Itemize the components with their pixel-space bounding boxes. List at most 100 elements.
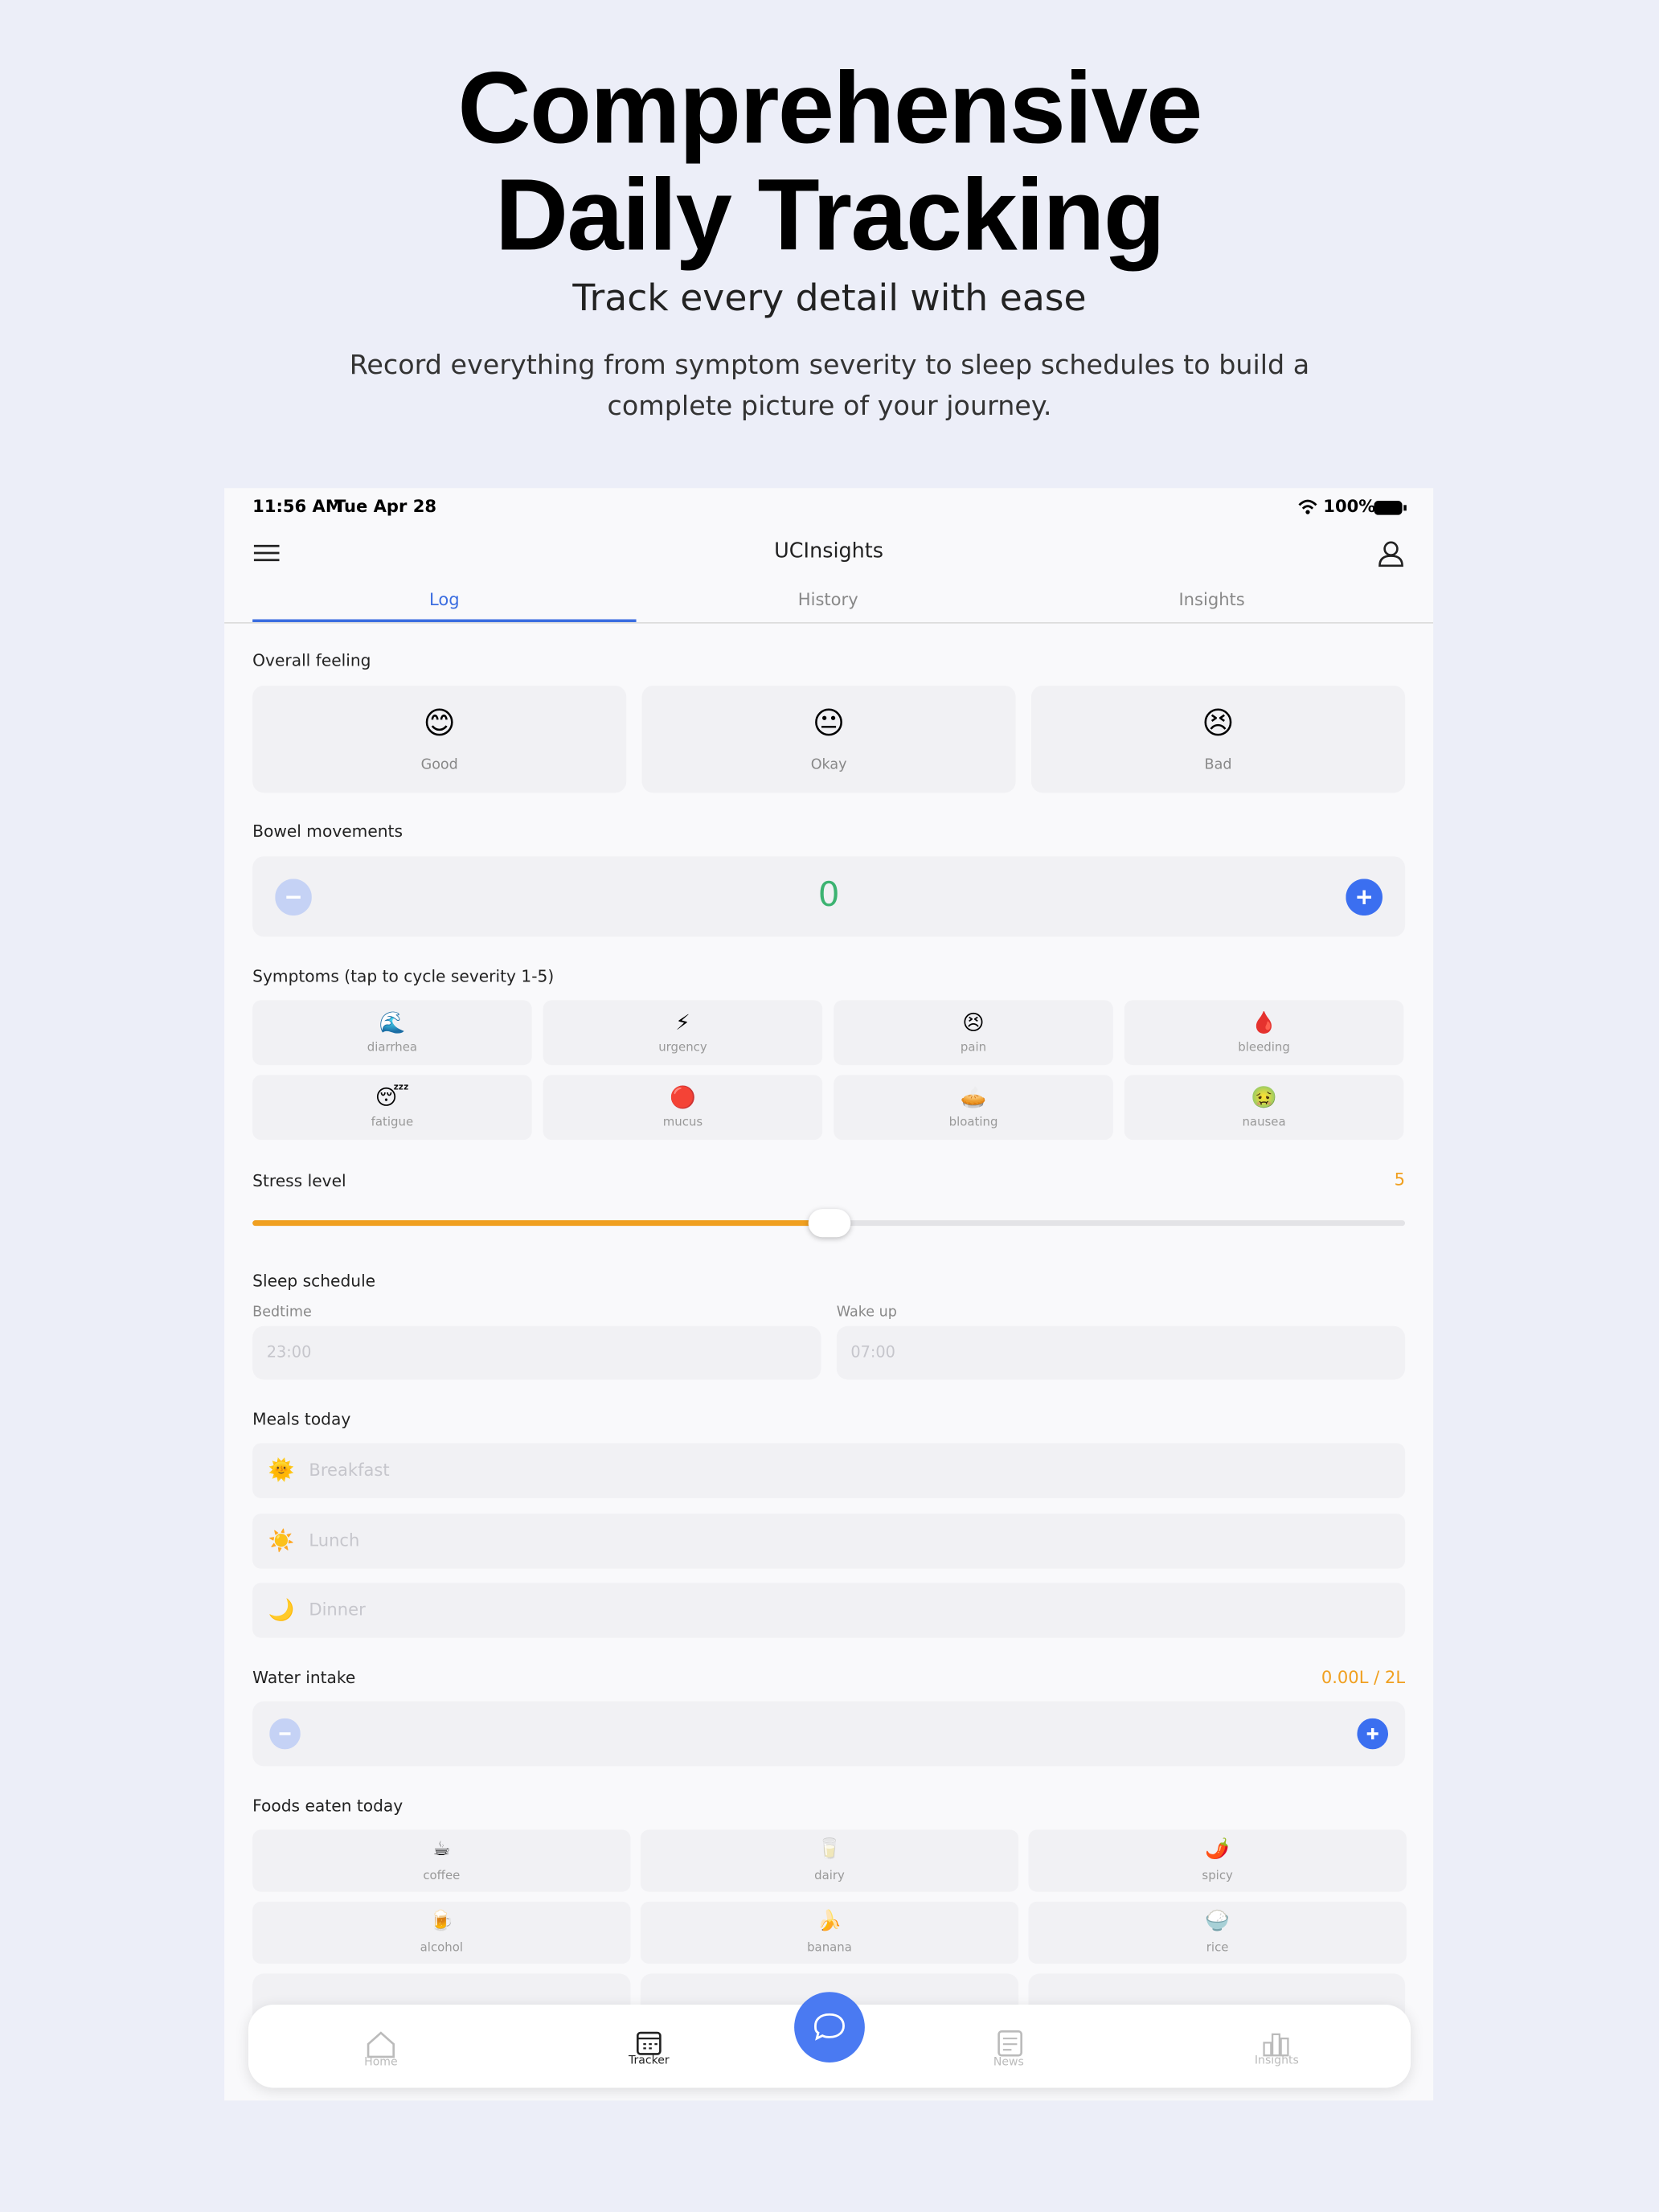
meal-placeholder: Dinner [309,1600,366,1620]
tab-history[interactable]: History [797,589,858,610]
status-icons [1298,499,1407,515]
bowel-count: 0 [817,875,840,915]
chat-button[interactable] [793,1990,866,2063]
water-value: 0.00L / 2L [1321,1667,1406,1688]
food-card[interactable] [1028,1829,1407,1892]
app-title: UCInsights [774,540,884,563]
placeholder: 07:00 [850,1342,895,1362]
feeling-label: Bad [1204,757,1232,773]
symptom-card[interactable] [543,1000,823,1066]
tab-home[interactable]: Home [364,2055,398,2068]
food-card[interactable] [640,1901,1019,1964]
water-increment[interactable] [1357,1718,1389,1750]
feeling-card[interactable] [252,685,627,793]
counter-card [252,856,1406,937]
food-card[interactable] [252,1901,631,1964]
feeling-card[interactable] [641,685,1016,793]
meal-icon: ☀️ [268,1526,295,1553]
symptom-label: diarrhea [367,1041,418,1055]
tab-insights[interactable]: Insights [1178,589,1245,610]
food-label: coffee [423,1869,461,1884]
tab-log[interactable]: Log [429,589,460,610]
field-label: Wake up [836,1305,897,1321]
symptom-icon: 🥧 [960,1084,987,1111]
field-label: Bedtime [252,1305,312,1321]
profile-button[interactable] [1375,539,1407,570]
feeling-card[interactable] [1030,685,1406,793]
slider-thumb[interactable] [808,1209,851,1238]
meal-icon: 🌞 [268,1457,295,1483]
symptom-card[interactable] [252,1075,532,1141]
battery: 100% [1323,496,1376,517]
water-card [252,1701,1406,1767]
headline: Daily Tracking [494,159,1165,272]
slider-fill [252,1220,830,1227]
symptom-label: mucus [662,1116,703,1130]
symptom-label: bloating [948,1116,998,1130]
symptom-icon: ⚡ [675,1010,690,1036]
feeling-icon: 😐 [812,707,846,743]
feeling-label: Okay [810,757,847,773]
section-label: Bowel movements [252,821,403,842]
subtitle: Track every detail with ease [572,277,1087,321]
status-date: Tue Apr 28 [334,496,437,517]
increment-button[interactable] [1346,879,1382,916]
meal-input[interactable] [252,1583,1406,1638]
symptom-card[interactable] [1124,1000,1404,1066]
headline: Comprehensive [457,51,1202,166]
meal-input[interactable] [252,1443,1406,1498]
symptom-label: fatigue [371,1116,414,1130]
menu-button[interactable] [252,542,284,564]
meal-input[interactable] [252,1513,1406,1568]
tab-insights-nav[interactable]: Insights [1254,2054,1299,2067]
meal-placeholder: Lunch [309,1530,360,1550]
water-decrement[interactable] [269,1718,301,1750]
description: Record everything from symptom severity … [349,350,1310,381]
tab-icons [367,2030,1289,2058]
description: complete picture of your journey. [607,391,1052,422]
food-icon: 🥛 [817,1837,842,1861]
symptom-icon: 🔴 [670,1084,696,1111]
bedtime-input[interactable] [252,1325,821,1380]
section-label: Symptoms (tap to cycle severity 1-5) [252,966,555,986]
food-card[interactable] [1028,1901,1407,1964]
section-label: Meals today [252,1409,351,1429]
symptom-card[interactable] [834,1075,1113,1141]
symptom-card[interactable] [1124,1075,1404,1141]
symptom-label: nausea [1242,1116,1286,1130]
symptom-icon: 🩸 [1251,1010,1277,1036]
symptom-icon: 😣 [962,1010,985,1036]
food-icon: 🌶️ [1205,1837,1230,1861]
wake-input[interactable] [836,1325,1406,1380]
food-card[interactable] [640,1829,1019,1892]
food-icon: 🍌 [817,1910,842,1933]
symptom-icon: 🌊 [379,1010,406,1036]
food-label: dairy [814,1869,845,1884]
section-label: Overall feeling [252,650,371,670]
app-screen: 11:56 AM Tue Apr 28 100% UCInsights Log … [224,488,1434,2101]
food-icon: ☕ [432,1837,451,1861]
tab-news[interactable]: News [993,2055,1024,2068]
food-label: alcohol [420,1941,464,1956]
decrement-button[interactable] [275,879,312,916]
feeling-label: Good [420,757,458,773]
food-card[interactable] [252,1829,631,1892]
food-label: banana [807,1941,852,1956]
symptom-label: urgency [658,1041,707,1055]
food-icon: 🍚 [1205,1910,1230,1933]
food-label: rice [1206,1941,1229,1956]
tab-indicator [252,619,637,622]
symptom-icon: 😴 [375,1084,410,1111]
feeling-icon: 😣 [1202,707,1235,743]
tab-tracker[interactable]: Tracker [629,2054,670,2067]
section-label: Stress level [252,1170,346,1191]
symptom-card[interactable] [543,1075,823,1141]
symptom-card[interactable] [834,1000,1113,1066]
status-time: 11:56 AM [252,496,342,517]
section-label: Foods eaten today [252,1796,403,1816]
meal-icon: 🌙 [268,1596,295,1623]
stress-value: 5 [1394,1169,1406,1190]
food-icon: 🍺 [429,1910,454,1933]
symptom-card[interactable] [252,1000,532,1066]
